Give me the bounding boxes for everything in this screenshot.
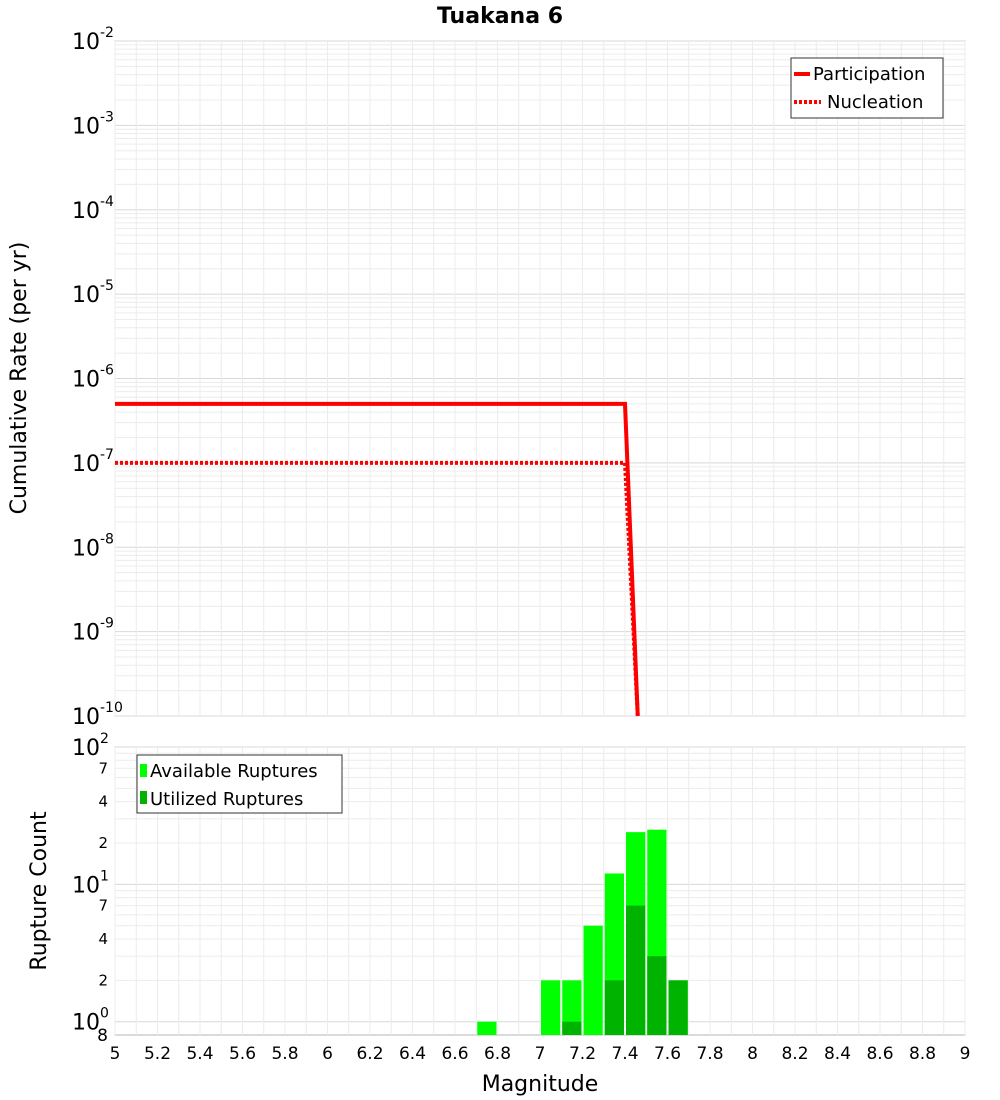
- available-rupture-bar: [477, 1021, 497, 1035]
- magnitude-tick-label: 6.8: [484, 1044, 511, 1064]
- utilized-rupture-bar: [604, 980, 624, 1035]
- legend-available-label: Available Ruptures: [150, 761, 318, 782]
- magnitude-tick-label: 7.8: [696, 1044, 723, 1064]
- rate-y-tick-label: 10-8: [72, 531, 114, 561]
- magnitude-tick-label: 5.4: [186, 1044, 213, 1064]
- rupture-legend: Available Ruptures Utilized Ruptures: [136, 754, 343, 814]
- available-rupture-bar: [562, 980, 582, 1035]
- rate-y-tick-label: 10-3: [72, 109, 114, 139]
- magnitude-tick-label: 5.2: [144, 1044, 171, 1064]
- magnitude-tick-label: 9: [960, 1044, 971, 1064]
- rate-y-tick-exponent: -7: [100, 447, 114, 463]
- rupture-y-tick-exponent: 0: [100, 1006, 109, 1022]
- rate-y-tick-label: 10-5: [72, 278, 114, 308]
- magnitude-tick-label: 6.4: [399, 1044, 426, 1064]
- magnitude-tick-label: 8.2: [781, 1044, 808, 1064]
- magnitude-tick-label: 5.8: [271, 1044, 298, 1064]
- rupture-legend-box: [136, 754, 343, 814]
- rupture-y-major-tick-label: 102: [72, 731, 109, 761]
- rate-y-tick-exponent: -6: [100, 363, 114, 379]
- magnitude-tick-label: 7.4: [611, 1044, 638, 1064]
- magnitude-tick-label: 5.6: [229, 1044, 256, 1064]
- rate-y-tick-label: 10-7: [72, 447, 114, 477]
- rate-y-tick-exponent: -4: [100, 194, 114, 210]
- rate-plot-grid: [114, 40, 966, 717]
- utilized-rupture-bar: [626, 905, 646, 1035]
- rate-line-participation: [115, 401, 640, 717]
- rate-line-nucleation: [115, 460, 640, 717]
- legend-participation-label: Participation: [813, 64, 925, 85]
- magnitude-axis-label: Magnitude: [482, 1072, 599, 1097]
- rate-y-tick-exponent: -8: [100, 531, 114, 547]
- rate-y-tick-label: 10-2: [72, 25, 114, 55]
- magnitude-tick-label: 6.2: [356, 1044, 383, 1064]
- magnitude-tick-label: 7.2: [569, 1044, 596, 1064]
- rupture-y-minor-tick-label: 7: [98, 897, 108, 915]
- magnitude-tick-label: 6: [322, 1044, 333, 1064]
- rupture-y-minor-tick-label: 4: [98, 793, 108, 811]
- magnitude-tick-label: 6.6: [441, 1044, 468, 1064]
- rupture-plot-grid: [114, 746, 966, 1035]
- magnitude-tick-label: 8: [747, 1044, 758, 1064]
- rate-legend-box: [790, 57, 944, 119]
- magnitude-tick-label: 8.4: [824, 1044, 851, 1064]
- utilized-rupture-bar: [647, 956, 667, 1035]
- rupture-y-minor-tick-label: 8: [97, 1026, 108, 1046]
- available-rupture-bar: [541, 980, 561, 1035]
- utilized-rupture-bar: [562, 1021, 582, 1035]
- rate-y-tick-label: 10-10: [72, 700, 123, 730]
- legend-utilized-swatch: [140, 791, 147, 804]
- rupture-y-axis-label: Rupture Count: [27, 811, 52, 971]
- legend-nucleation-label: Nucleation: [827, 92, 923, 113]
- available-rupture-bar: [583, 925, 603, 1035]
- legend-utilized-label: Utilized Ruptures: [150, 789, 303, 810]
- rate-plot-panel: 10-10 10-9 10-8 10-7 10-6 10-5 10-4 10-3 10-2 Cu…: [7, 25, 966, 730]
- rupture-y-tick-exponent: 2: [100, 731, 109, 747]
- magnitude-tick-labels: 5 5.2 5.4 5.6 5.8 6 6.2 6.4 6.6 6.8 7 7.2 7.4 7.6 7.8 8…: [110, 1044, 971, 1064]
- rate-y-tick-label: 10-9: [72, 616, 114, 646]
- rate-y-tick-label: 10-6: [72, 363, 114, 393]
- magnitude-tick-label: 5: [110, 1044, 121, 1064]
- rupture-y-tick-exponent: 1: [100, 868, 109, 884]
- rate-y-tick-exponent: -5: [100, 278, 114, 294]
- rupture-y-minor-tick-label: 4: [98, 930, 108, 948]
- rate-y-tick-exponent: -10: [100, 700, 123, 716]
- rate-y-tick-exponent: -2: [100, 25, 114, 41]
- rate-legend: Participation Nucleation: [790, 57, 944, 119]
- magnitude-tick-label: 8.8: [909, 1044, 936, 1064]
- rate-y-tick-exponent: -9: [100, 616, 114, 632]
- rupture-bars: [477, 829, 688, 1035]
- rate-y-tick-label: 10-4: [72, 194, 114, 224]
- rate-y-tick-labels: 10-10 10-9 10-8 10-7 10-6 10-5 10-4 10-3 10-2: [72, 25, 123, 730]
- chart-title: Tuakana 6: [437, 4, 563, 29]
- rupture-y-major-tick-label: 101: [72, 868, 109, 898]
- magnitude-tick-label: 7.6: [654, 1044, 681, 1064]
- utilized-rupture-bar: [668, 980, 688, 1035]
- rate-y-tick-exponent: -3: [100, 109, 114, 125]
- rupture-y-minor-tick-label: 2: [98, 971, 108, 989]
- rate-y-axis-label: Cumulative Rate (per yr): [7, 242, 32, 515]
- legend-available-swatch: [140, 764, 147, 777]
- magnitude-tick-label: 8.6: [866, 1044, 893, 1064]
- magnitude-tick-label: 7: [535, 1044, 546, 1064]
- rate-series: [115, 401, 640, 717]
- rupture-y-minor-tick-label: 7: [98, 759, 108, 777]
- rupture-y-minor-tick-label: 2: [98, 834, 108, 852]
